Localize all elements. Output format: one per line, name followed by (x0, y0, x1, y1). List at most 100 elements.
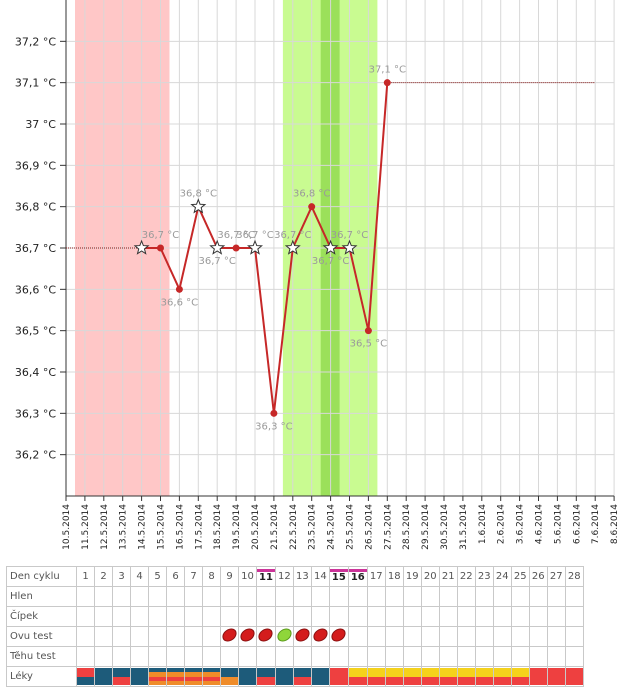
y-tick-label: 36,5 °C (15, 325, 56, 338)
medication-cell (310, 666, 330, 687)
medication-icon (529, 668, 547, 685)
day-number-cell: 4 (130, 566, 149, 587)
dot-marker (383, 79, 391, 87)
day-number: 7 (190, 570, 197, 582)
star-marker (190, 198, 207, 214)
x-axis: 10.5.2014 11.5.2014 12.5.2014 13.5.2014 14.5… (62, 495, 620, 550)
star-marker (284, 239, 301, 255)
row-tehu-test: Těhu test (6, 646, 584, 667)
tehu-test-cell (474, 646, 494, 667)
star-marker (209, 239, 226, 255)
day-number-cell: 24 (492, 566, 512, 587)
day-number-cell: 10 (238, 566, 257, 587)
tehu-test-cell (184, 646, 203, 667)
cipek-cell (220, 606, 239, 627)
day-number: 13 (296, 570, 309, 582)
data-label: 36,7 °C (274, 230, 311, 241)
medication-cell (148, 666, 167, 687)
tehu-test-cell (238, 646, 257, 667)
y-tick-label: 36,4 °C (15, 366, 56, 379)
cipek-cell (94, 606, 113, 627)
cipek-cell (184, 606, 203, 627)
hlen-cell (202, 586, 221, 607)
ovu-test-positive-icon (275, 626, 294, 644)
hlen-cell (456, 586, 476, 607)
ovu-test-cell (310, 626, 330, 647)
day-number: 9 (226, 570, 233, 582)
day-number: 19 (405, 570, 419, 582)
hlen-cell (510, 586, 530, 607)
hlen-cell (310, 586, 330, 607)
cipek-cell (528, 606, 548, 627)
medication-icon (348, 668, 367, 685)
cycle-table: Den cyklu 1 2 3 4 5 6 7 8 9 10 11 12 13 14 15 16 17 18 19 2… (6, 566, 584, 687)
y-axis: 36,2 °C 36,3 °C 36,4 °C 36,5 °C 36,6 °C 36,7 … (15, 0, 67, 496)
medication-icon (221, 668, 238, 685)
ovu-test-cell (274, 626, 294, 647)
cipek-cell (347, 606, 368, 627)
medication-icon (547, 668, 565, 685)
ovu-test-cell (456, 626, 476, 647)
cipek-cell (112, 606, 131, 627)
day-number-cell: 20 (420, 566, 440, 587)
x-tick-label: 13.5.2014 (119, 504, 129, 550)
day-number: 25 (513, 570, 527, 582)
row-label-hlen: Hlen (6, 586, 77, 607)
medication-icon (203, 668, 220, 685)
ovu-test-cell (546, 626, 566, 647)
data-label: 36,5 °C (350, 339, 387, 350)
medication-cell (166, 666, 185, 687)
medication-cell (438, 666, 458, 687)
day-number: 3 (118, 570, 125, 582)
ovu-test-cell (528, 626, 548, 647)
x-tick-label: 30.5.2014 (440, 504, 450, 550)
x-tick-label: 29.5.2014 (421, 504, 431, 550)
x-tick-label: 23.5.2014 (308, 504, 318, 550)
cipek-cell (202, 606, 221, 627)
ovu-test-cell (384, 626, 404, 647)
hlen-cell (366, 586, 386, 607)
medication-icon (293, 668, 311, 685)
hlen-cell (438, 586, 458, 607)
ovu-test-cell (292, 626, 312, 647)
medication-icon (421, 668, 439, 685)
day-number: 22 (459, 570, 473, 582)
hlen-cell (528, 586, 548, 607)
data-label: 36,7 °C (142, 230, 179, 241)
star-marker (341, 239, 358, 255)
dot-marker (270, 409, 278, 417)
dot-marker (232, 244, 240, 252)
tehu-test-cell (310, 646, 330, 667)
ovu-test-cell (148, 626, 167, 647)
hlen-cell (402, 586, 422, 607)
hlen-cell (184, 586, 203, 607)
data-label: 36,7 °C (236, 230, 273, 241)
hlen-cell (238, 586, 257, 607)
medication-cell (474, 666, 494, 687)
medication-icon (511, 668, 529, 685)
dotted-lines (66, 82, 596, 249)
row-ovu-test: Ovu test (6, 626, 584, 647)
medication-cell (292, 666, 312, 687)
day-number-cell: 25 (510, 566, 530, 587)
tehu-test-cell (274, 646, 294, 667)
y-tick-label: 37,1 °C (15, 77, 56, 90)
cipek-cell (420, 606, 440, 627)
cipek-cell (402, 606, 422, 627)
tehu-test-cell (347, 646, 368, 667)
hlen-cell (474, 586, 494, 607)
ovu-test-cell (438, 626, 458, 647)
medication-cell (94, 666, 113, 687)
medication-icon (113, 668, 130, 685)
day-number-cell: 7 (184, 566, 203, 587)
x-tick-label: 20.5.2014 (251, 504, 261, 550)
day-number-cell: 19 (402, 566, 422, 587)
medication-icon (95, 668, 112, 685)
row-den-cyklu: Den cyklu 1 2 3 4 5 6 7 8 9 10 11 12 13 14 15 16 17 18 19 2… (6, 566, 584, 587)
data-label: 37,1 °C (369, 65, 406, 76)
ovu-test-negative-icon (311, 626, 330, 644)
day-number-cell: 26 (528, 566, 548, 587)
x-tick-label: 25.5.2014 (346, 504, 356, 550)
cipek-cell (384, 606, 404, 627)
hlen-cell (492, 586, 512, 607)
